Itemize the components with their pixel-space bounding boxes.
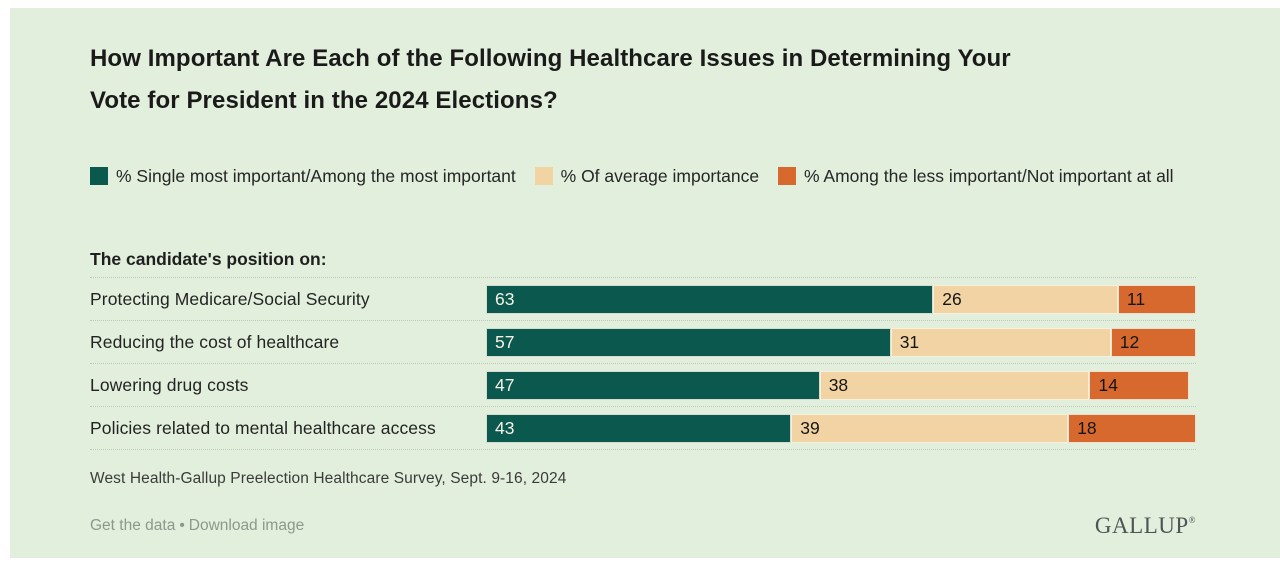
chart-row: Policies related to mental healthcare ac… — [90, 406, 1196, 449]
gallup-logo-text: GALLUP — [1094, 513, 1189, 538]
bar-track: 47 38 14 — [486, 370, 1196, 400]
row-label: Lowering drug costs — [90, 374, 249, 395]
bar-segment[interactable]: 43 — [486, 413, 792, 443]
chart-row: Protecting Medicare/Social Security 63 26 1… — [90, 277, 1196, 320]
bar-segment[interactable]: 63 — [486, 284, 934, 314]
bar-segment[interactable]: 14 — [1089, 370, 1189, 400]
bar-track: 57 31 12 — [486, 327, 1196, 357]
bar-segment[interactable]: 18 — [1068, 413, 1196, 443]
legend-swatch-orange-icon — [777, 167, 796, 185]
legend-label: % Single most important/Among the most i… — [116, 166, 516, 186]
bar-segment[interactable]: 11 — [1117, 284, 1196, 314]
legend-swatch-tan-icon — [534, 167, 553, 185]
download-image-link[interactable]: Download image — [188, 517, 305, 534]
source-line: West Health-Gallup Preelection Healthcar… — [90, 470, 567, 487]
chart-legend: % Single most important/Among the most i… — [90, 161, 1196, 191]
chart-title-line-2: Vote for President in the 2024 Elections… — [90, 87, 558, 114]
bar-track: 63 26 11 — [486, 284, 1196, 314]
row-label: Policies related to mental healthcare ac… — [90, 417, 436, 438]
footer-links: Get the data • Download image — [90, 517, 304, 535]
bar-track: 43 39 18 — [486, 413, 1196, 443]
legend-label: % Of average importance — [560, 166, 760, 186]
legend-item-less-important: % Among the less important/Not important… — [777, 166, 1174, 186]
row-label: Protecting Medicare/Social Security — [90, 288, 370, 309]
chart-panel: How Important Are Each of the Following … — [10, 8, 1280, 558]
bar-chart-rows: Protecting Medicare/Social Security 63 26 1… — [90, 277, 1196, 450]
bar-segment[interactable]: 39 — [791, 413, 1069, 443]
get-the-data-link[interactable]: Get the data — [90, 517, 176, 534]
bar-segment[interactable]: 38 — [819, 370, 1090, 400]
bar-segment[interactable]: 31 — [890, 327, 1111, 357]
bar-segment[interactable]: 12 — [1110, 327, 1196, 357]
legend-label: % Among the less important/Not important… — [803, 166, 1174, 186]
registered-mark: ® — [1188, 515, 1196, 525]
bar-segment[interactable]: 57 — [486, 327, 891, 357]
bar-segment[interactable]: 26 — [933, 284, 1118, 314]
bar-segment[interactable]: 47 — [486, 370, 820, 400]
chart-row: Reducing the cost of healthcare 57 31 12 — [90, 320, 1196, 363]
legend-item-average-importance: % Of average importance — [534, 166, 760, 186]
chart-row: Lowering drug costs 47 38 14 — [90, 363, 1196, 406]
footer: Get the data • Download image GALLUP® — [90, 513, 1196, 539]
gallup-logo: GALLUP® — [1095, 513, 1196, 539]
legend-item-most-important: % Single most important/Among the most i… — [90, 166, 516, 186]
legend-swatch-teal-icon — [90, 167, 108, 185]
section-label: The candidate's position on: — [90, 249, 327, 269]
footer-link-separator: • — [179, 517, 185, 534]
row-label: Reducing the cost of healthcare — [90, 331, 340, 352]
chart-title: How Important Are Each of the Following … — [90, 38, 1196, 122]
chart-title-line-1: How Important Are Each of the Following … — [90, 45, 1011, 72]
